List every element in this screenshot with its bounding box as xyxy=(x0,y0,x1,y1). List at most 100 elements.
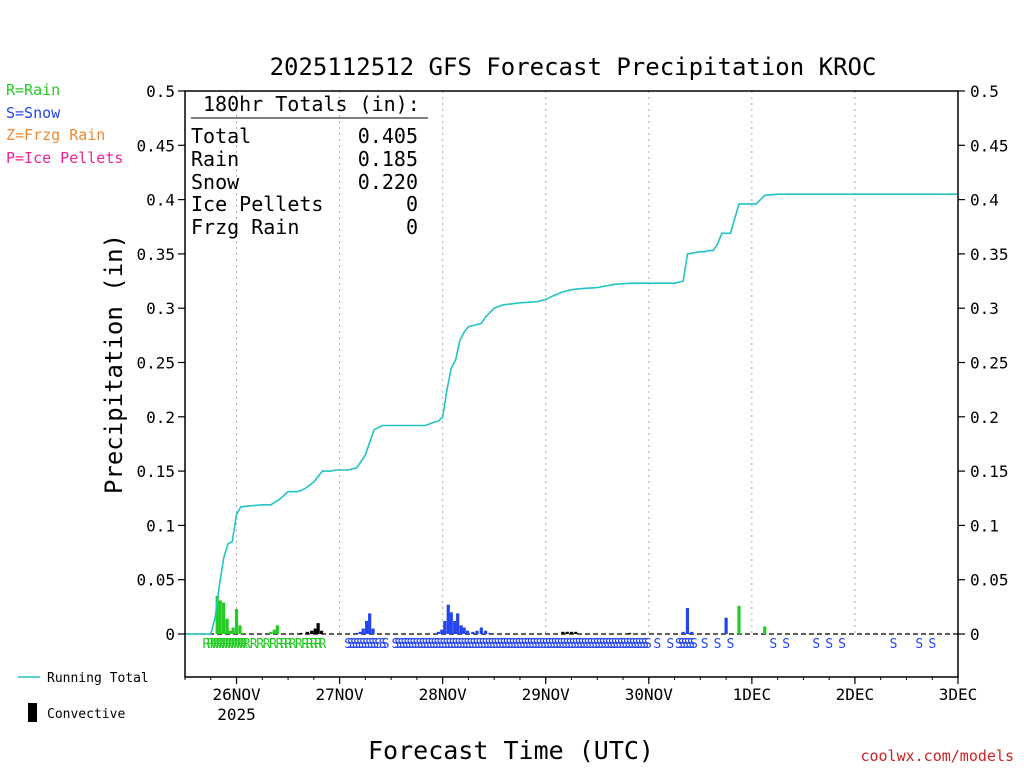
type-mark-rain: R xyxy=(306,637,314,652)
type-mark-snow: S xyxy=(407,637,415,652)
type-mark-snow: S xyxy=(915,637,923,652)
precip-bar-snow xyxy=(685,607,690,634)
type-mark-rain: R xyxy=(210,637,218,652)
type-mark-snow: S xyxy=(608,637,616,652)
type-mark-rain: R xyxy=(314,637,322,652)
precip-bar-convective xyxy=(565,631,569,634)
type-mark-snow: S xyxy=(578,637,586,652)
type-mark-snow: S xyxy=(533,637,541,652)
type-mark-snow: S xyxy=(701,637,709,652)
type-mark-snow: S xyxy=(350,637,358,652)
y-tick-label-right: 0 xyxy=(970,625,980,644)
type-mark-snow: S xyxy=(461,637,469,652)
type-mark-snow: S xyxy=(379,637,387,652)
precip-bar-snow xyxy=(681,631,685,634)
type-mark-rain: R xyxy=(219,637,227,652)
totals-label-rain: Rain xyxy=(191,147,239,171)
type-mark-rain: R xyxy=(203,637,211,652)
precip-bar-snow xyxy=(484,630,488,634)
precip-bar-snow xyxy=(443,620,447,634)
line-layer xyxy=(185,193,958,635)
precip-bar-snow xyxy=(365,620,369,634)
precip-bar-rain xyxy=(269,631,273,634)
x-tick-label: 1DEC xyxy=(733,685,772,704)
type-mark-snow: S xyxy=(587,637,595,652)
type-mark-rain: R xyxy=(288,637,296,652)
precip-bar-rain xyxy=(215,595,219,634)
precip-bar-snow xyxy=(471,631,475,634)
type-mark-snow: S xyxy=(437,637,445,652)
type-mark-snow: S xyxy=(425,637,433,652)
type-mark-snow: S xyxy=(605,637,613,652)
legend-convective-swatch xyxy=(28,703,37,722)
totals-value-ice-pellets: 0 xyxy=(406,192,418,216)
type-mark-snow: S xyxy=(690,637,698,652)
type-mark-snow: S xyxy=(548,637,556,652)
type-mark-snow: S xyxy=(575,637,583,652)
grid-layer xyxy=(185,91,958,635)
type-mark-rain: R xyxy=(237,637,245,652)
type-mark-snow: S xyxy=(443,637,451,652)
type-mark-snow: S xyxy=(473,637,481,652)
precip-bar-snow xyxy=(475,630,479,634)
type-mark-snow: S xyxy=(482,637,490,652)
type-mark-snow: S xyxy=(431,637,439,652)
type-mark-snow: S xyxy=(782,637,790,652)
precip-bar-rain xyxy=(275,625,279,634)
y-tick-label-left: 0.25 xyxy=(136,354,175,373)
y-tick-label-right: 0.1 xyxy=(970,516,999,535)
bars-layer xyxy=(215,595,767,634)
precip-bar-convective xyxy=(316,623,320,634)
type-mark-snow: S xyxy=(368,637,376,652)
type-mark-snow: S xyxy=(428,637,436,652)
type-mark-snow: S xyxy=(769,637,777,652)
type-mark-snow: S xyxy=(503,637,511,652)
type-mark-snow: S xyxy=(602,637,610,652)
y-tick-label-right: 0.05 xyxy=(970,571,1009,590)
type-mark-rain: R xyxy=(216,637,224,652)
type-mark-snow: S xyxy=(521,637,529,652)
type-mark-snow: S xyxy=(500,637,508,652)
type-mark-snow: S xyxy=(419,637,427,652)
type-mark-snow: S xyxy=(653,637,661,652)
type-mark-snow: S xyxy=(371,637,379,652)
type-mark-rain: R xyxy=(231,637,239,652)
type-mark-snow: S xyxy=(392,637,400,652)
type-mark-rain: R xyxy=(228,637,236,652)
type-mark-rain: R xyxy=(295,637,303,652)
chart-title: 2025112512 GFS Forecast Precipitation KR… xyxy=(270,53,877,81)
totals-header: 180hr Totals (in): xyxy=(203,92,420,116)
series-legend: Running Total Convective xyxy=(18,671,149,722)
totals-value-snow: 0.220 xyxy=(358,170,418,194)
totals-box: 180hr Totals (in): Total 0.405 Rain 0.18… xyxy=(191,92,428,239)
type-mark-snow: S xyxy=(467,637,475,652)
legend-frzg-rain: Z=Frzg Rain xyxy=(6,126,105,144)
type-mark-snow: S xyxy=(678,637,686,652)
type-mark-snow: S xyxy=(458,637,466,652)
type-mark-snow: S xyxy=(382,637,390,652)
type-mark-snow: S xyxy=(714,637,722,652)
totals-label-total: Total xyxy=(191,124,251,148)
type-mark-snow: S xyxy=(611,637,619,652)
precip-bar-snow xyxy=(690,631,694,634)
y-tick-label-left: 0.3 xyxy=(146,299,175,318)
legend-ice-pellets: P=Ice Pellets xyxy=(6,149,123,167)
type-mark-snow: S xyxy=(479,637,487,652)
type-mark-snow: S xyxy=(596,637,604,652)
type-mark-snow: S xyxy=(638,637,646,652)
type-mark-snow: S xyxy=(356,637,364,652)
precip-bar-snow xyxy=(449,612,453,634)
type-mark-snow: S xyxy=(563,637,571,652)
type-mark-snow: S xyxy=(590,637,598,652)
y-tick-label-left: 0.2 xyxy=(146,408,175,427)
precip-type-legend: R=Rain S=Snow Z=Frzg Rain P=Ice Pellets xyxy=(6,81,123,167)
precip-bar-snow xyxy=(371,628,375,634)
y-tick-label-left: 0.15 xyxy=(136,462,175,481)
type-mark-snow: S xyxy=(497,637,505,652)
type-mark-snow: S xyxy=(455,637,463,652)
precip-bar-convective xyxy=(305,631,309,634)
type-mark-snow: S xyxy=(374,637,382,652)
precip-bar-convective xyxy=(319,630,324,634)
y-tick-label-right: 0.4 xyxy=(970,191,999,210)
